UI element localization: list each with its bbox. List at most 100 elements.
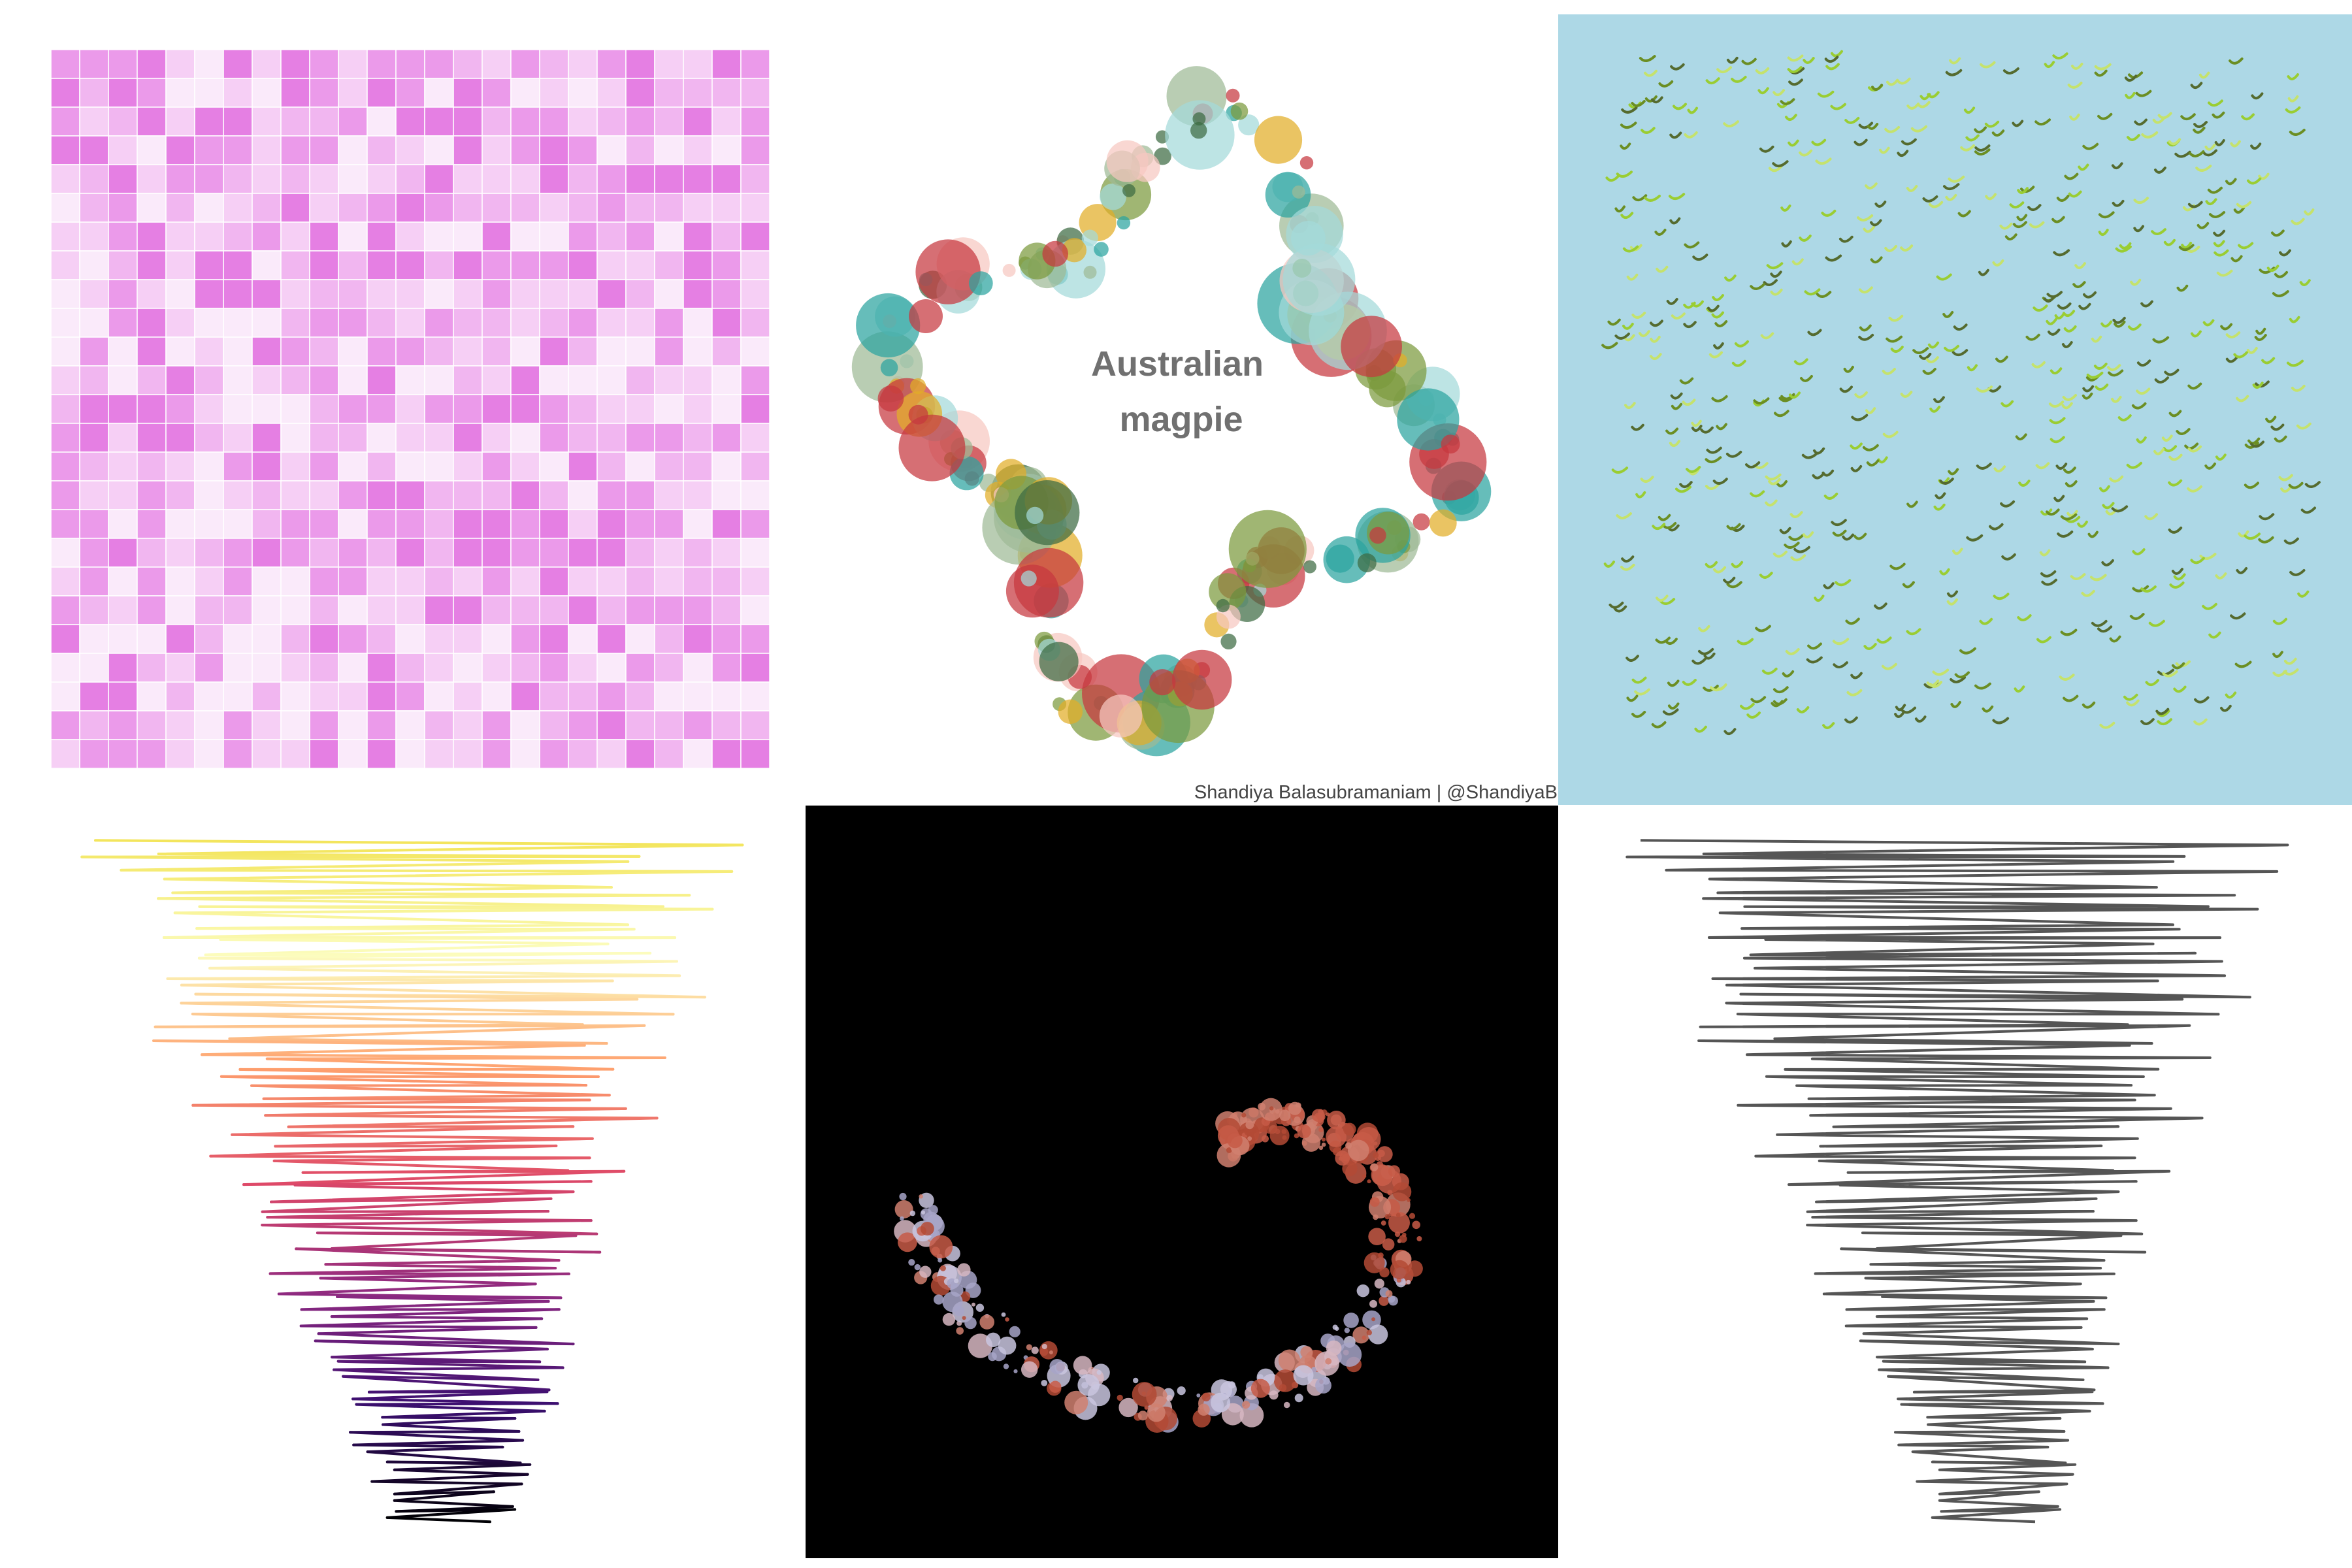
tile — [252, 164, 282, 194]
tile — [510, 653, 540, 683]
tile — [539, 308, 569, 338]
tile — [482, 49, 512, 79]
tile — [194, 279, 224, 309]
swoosh — [1666, 298, 1678, 305]
bubble — [1117, 216, 1131, 230]
tile — [625, 365, 655, 395]
swoosh — [1651, 721, 1667, 728]
tile — [510, 451, 540, 482]
swoosh — [1745, 461, 1761, 468]
tornado-segment — [331, 1234, 578, 1250]
swoosh — [1976, 463, 1992, 470]
swoosh — [1712, 478, 1728, 485]
swoosh — [1845, 617, 1860, 625]
tornado-segment — [324, 1263, 557, 1269]
swoosh — [2244, 442, 2259, 449]
bubble — [1013, 547, 1084, 618]
swoosh — [1726, 56, 1739, 64]
swoosh — [1651, 96, 1663, 104]
swoosh — [1800, 375, 1813, 382]
swoosh — [1813, 447, 1825, 455]
tornado-segment — [349, 1430, 521, 1434]
swoosh — [2187, 485, 2202, 493]
swoosh — [2009, 201, 2025, 209]
tile — [568, 78, 598, 108]
tile — [223, 739, 253, 769]
tile — [482, 106, 512, 137]
tile — [309, 394, 339, 424]
swoosh — [1656, 595, 1669, 602]
tile — [252, 49, 282, 79]
swoosh — [2213, 249, 2229, 257]
tile — [596, 739, 627, 769]
swoosh — [2078, 302, 2091, 310]
swoosh — [1675, 485, 1691, 493]
swoosh — [1850, 672, 1863, 679]
swoosh — [1746, 711, 1761, 719]
swoosh — [2289, 316, 2300, 323]
tornado-segment — [274, 1144, 558, 1148]
tile — [280, 106, 310, 137]
tile — [338, 250, 368, 280]
tile — [453, 624, 483, 654]
tile — [453, 710, 483, 740]
swoosh — [1949, 57, 1961, 65]
swoosh — [2304, 208, 2315, 216]
tile — [338, 279, 368, 309]
tile — [654, 509, 684, 539]
swoosh — [2040, 508, 2053, 516]
tile — [482, 451, 512, 482]
tornado-segment — [194, 992, 639, 1001]
swoosh — [1741, 57, 1757, 65]
tile — [223, 336, 253, 367]
swoosh — [2189, 150, 2205, 157]
tile — [137, 566, 167, 596]
swoosh — [1942, 311, 1954, 318]
swoosh — [2087, 531, 2099, 538]
tile — [338, 106, 368, 137]
galaxy-point — [998, 1336, 1017, 1355]
swoosh — [2250, 440, 2264, 448]
tile — [510, 624, 540, 654]
tile — [453, 566, 483, 596]
swoosh — [1650, 319, 1663, 327]
swoosh — [2272, 651, 2283, 658]
swoosh — [2187, 201, 2203, 208]
tile — [367, 451, 397, 482]
swoosh — [2099, 485, 2110, 493]
galaxy-point — [1147, 1403, 1166, 1422]
galaxy-point — [900, 1216, 904, 1221]
bubble — [1062, 238, 1086, 263]
tile — [165, 538, 195, 568]
tile — [223, 595, 253, 625]
swoosh — [1960, 144, 1975, 152]
swoosh — [1900, 706, 1916, 714]
tile — [79, 710, 109, 740]
bubble — [1413, 513, 1430, 531]
tile — [165, 595, 195, 625]
swoosh — [1614, 333, 1630, 340]
swoosh — [2098, 229, 2109, 236]
swoosh — [1801, 451, 1819, 459]
tile — [539, 78, 569, 108]
tile — [395, 193, 425, 223]
tile — [50, 653, 80, 683]
tile — [625, 78, 655, 108]
galaxy-point — [1196, 1393, 1201, 1397]
swoosh — [1713, 342, 1724, 350]
swoosh — [1726, 581, 1742, 589]
swoosh — [2050, 367, 2063, 375]
tile — [194, 538, 224, 568]
swoosh — [1844, 117, 1860, 124]
swoosh — [2109, 475, 2124, 483]
bubble — [1226, 88, 1240, 103]
swoosh — [1723, 120, 1739, 127]
swoosh — [1750, 490, 1765, 498]
galaxy-point — [1039, 1341, 1058, 1360]
swoosh — [1684, 241, 1700, 249]
galaxy-point — [1294, 1394, 1303, 1403]
swoosh — [2266, 265, 2279, 272]
swoosh — [1943, 183, 1960, 190]
tile — [108, 164, 138, 194]
swoosh — [1936, 273, 1952, 281]
